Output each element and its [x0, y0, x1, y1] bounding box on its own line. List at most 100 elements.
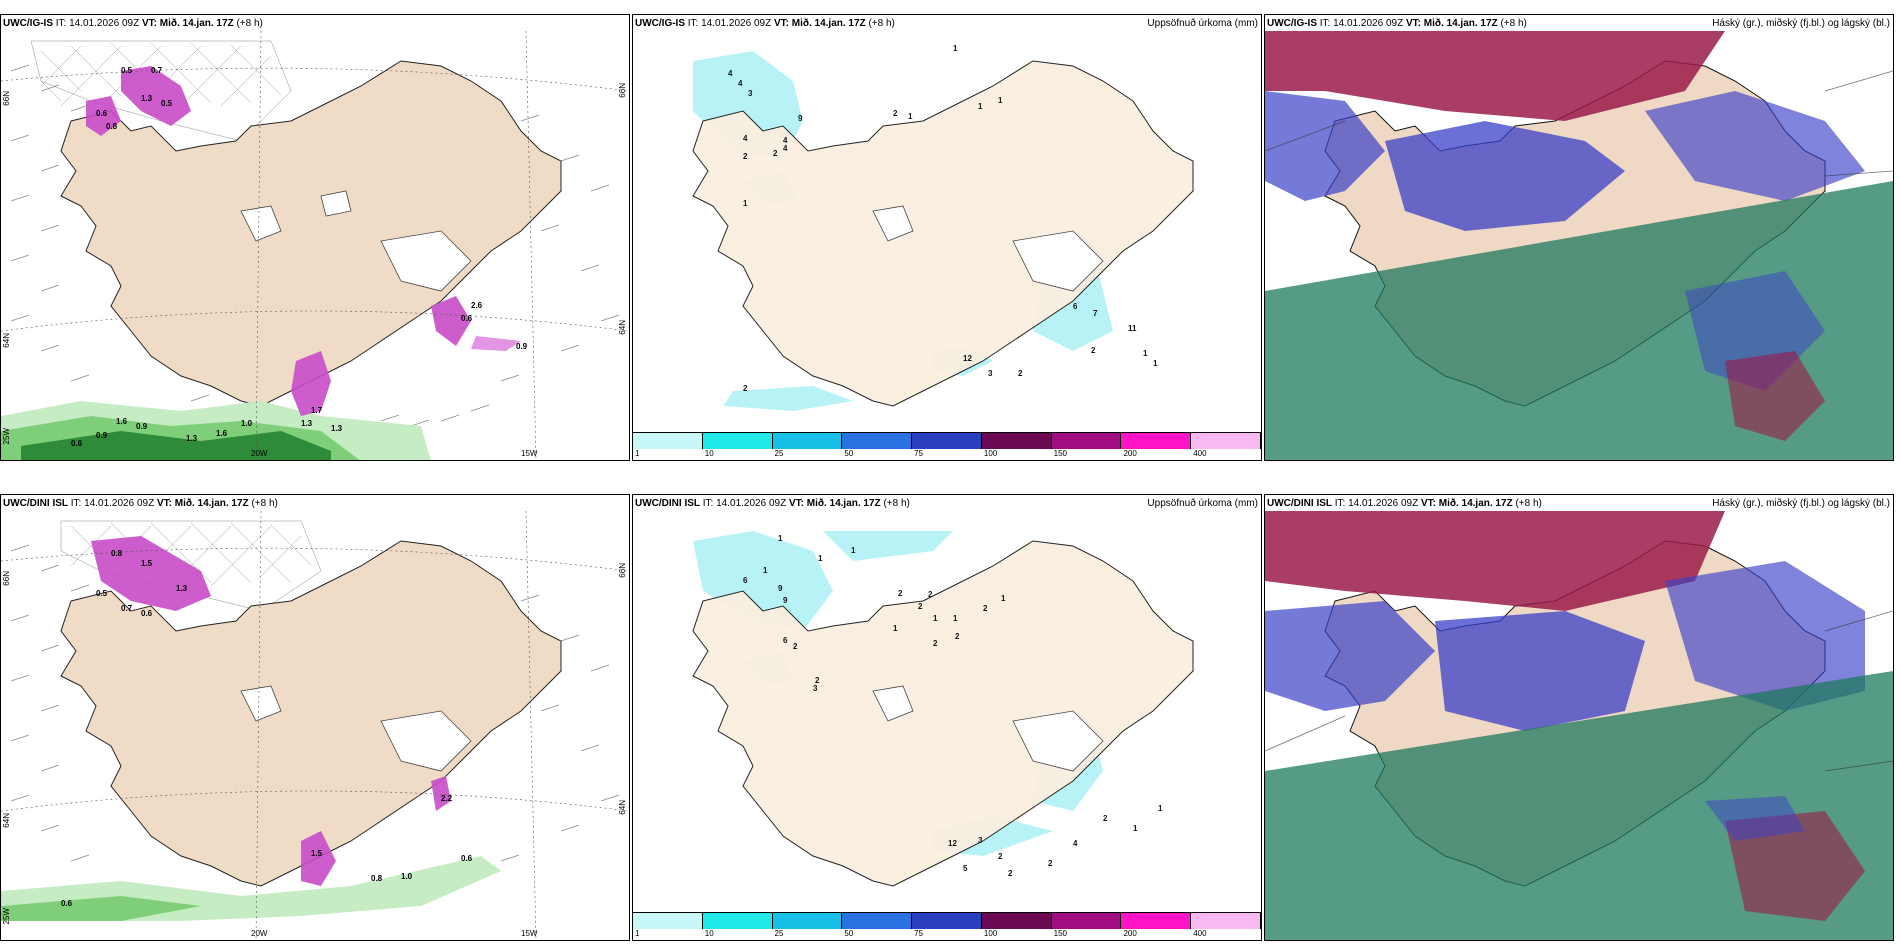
- map-value-label: 2: [898, 589, 903, 598]
- map-value-label: 2: [1091, 346, 1096, 355]
- map-value-label: 3: [988, 369, 993, 378]
- map-value-label: 0.7: [151, 66, 163, 75]
- map-value-label: 1.3: [301, 419, 313, 428]
- map-value-label: 2.6: [471, 301, 483, 310]
- map-value-label: 1: [978, 102, 983, 111]
- lat-label: 66N: [2, 91, 11, 106]
- colorbar-swatch: [702, 433, 773, 449]
- map-value-label: 0.6: [71, 439, 83, 448]
- colorbar-swatch: [912, 433, 982, 449]
- colorbar-swatch: [772, 433, 843, 449]
- map-value-label: 9: [783, 596, 788, 605]
- map-value-label: 0.6: [461, 854, 473, 863]
- map-value-label: 0.5: [96, 589, 108, 598]
- map-value-label: 6: [783, 636, 788, 645]
- colorbar-swatch: [1191, 913, 1261, 929]
- map-value-label: 1.5: [141, 559, 153, 568]
- lon-label: 20W: [251, 929, 268, 938]
- panel-bottom-left: UWC/DINI ISL IT: 14.01.2026 09Z VT: Mið.…: [0, 494, 630, 941]
- map-value-label: 1: [893, 624, 898, 633]
- map-value-label: 1.0: [401, 872, 413, 881]
- map-value-label: 0.6: [96, 109, 108, 118]
- colorbar-swatch: [1121, 433, 1192, 449]
- map-value-label: 4: [783, 144, 788, 153]
- colorbar-tick: 50: [844, 449, 854, 458]
- map-value-label: 0.8: [106, 122, 118, 131]
- map-value-label: 2: [815, 676, 820, 685]
- map-value-label: 1.3: [141, 94, 153, 103]
- map-value-label: 11: [1128, 324, 1137, 333]
- map-value-label: 2: [1048, 859, 1053, 868]
- panel-title: UWC/DINI ISL IT: 14.01.2026 09Z VT: Mið.…: [3, 498, 278, 509]
- panel-title: UWC/DINI ISL IT: 14.01.2026 09Z VT: Mið.…: [1267, 498, 1542, 509]
- map-value-label: 1: [953, 614, 958, 623]
- colorbar-swatch: [1191, 433, 1261, 449]
- map-value-label: 0.5: [121, 66, 133, 75]
- colorbar-tick: 1: [635, 929, 640, 938]
- map-value-label: 2: [793, 642, 798, 651]
- panel-top-right: UWC/IG-IS IT: 14.01.2026 09Z VT: Mið. 14…: [1264, 14, 1894, 461]
- map-value-label: 2: [928, 590, 933, 599]
- colorbar: 1 10 25 50 75 100 150 200 400: [633, 432, 1261, 460]
- map-value-label: 2: [743, 384, 748, 393]
- map-value-label: 1: [743, 199, 748, 208]
- map-value-label: 6: [1073, 302, 1078, 311]
- lat-label: 64N: [2, 333, 11, 348]
- map-value-label: 0.8: [111, 549, 123, 558]
- map-value-label: 2: [998, 852, 1003, 861]
- cloud-layers-map: [1265, 511, 1893, 940]
- map-value-label: 5: [963, 864, 968, 873]
- colorbar-swatch: [633, 913, 703, 929]
- map-value-label: 0.6: [141, 609, 153, 618]
- panel-title: UWC/IG-IS IT: 14.01.2026 09Z VT: Mið. 14…: [1267, 18, 1527, 29]
- lat-label: 66N: [618, 563, 627, 578]
- map-value-label: 12: [963, 354, 972, 363]
- lon-label: 15W: [521, 449, 538, 458]
- colorbar-tick: 400: [1193, 929, 1207, 938]
- lat-label: 66N: [618, 83, 627, 98]
- panel-top-left: UWC/IG-IS IT: 14.01.2026 09Z VT: Mið. 14…: [0, 14, 630, 461]
- map-value-label: 6: [743, 576, 748, 585]
- colorbar-tick: 25: [774, 929, 784, 938]
- map-value-label: 1: [818, 554, 823, 563]
- colorbar-swatch: [1051, 433, 1122, 449]
- colorbar-swatch: [633, 433, 703, 449]
- product-title: Háský (gr.), miðský (fj.bl.) og lágský (…: [1712, 18, 1890, 29]
- colorbar-tick: 25: [774, 449, 784, 458]
- panel-bottom-right: UWC/DINI ISL IT: 14.01.2026 09Z VT: Mið.…: [1264, 494, 1894, 941]
- map-value-label: 1: [1133, 824, 1138, 833]
- colorbar-swatch: [1121, 913, 1192, 929]
- colorbar-tick: 150: [1053, 449, 1068, 458]
- map-value-label: 2: [743, 152, 748, 161]
- map-value-label: 4: [743, 134, 748, 143]
- map-value-label: 0.9: [96, 431, 108, 440]
- map-value-label: 2: [918, 602, 923, 611]
- precip-value-labels: 0.8 1.5 1.3 0.5 0.7 0.6 0.8 1.0 0.6 1.5 2.2 0.6: [61, 549, 473, 908]
- map-value-label: 2: [1103, 814, 1108, 823]
- map-value-label: 2: [773, 149, 778, 158]
- map-value-label: 4: [783, 136, 788, 145]
- colorbar-tick: 100: [983, 449, 998, 458]
- map-value-label: 9: [798, 114, 803, 123]
- map-value-label: 2: [893, 109, 898, 118]
- colorbar-swatch: [981, 433, 1052, 449]
- product-title: Háský (gr.), miðský (fj.bl.) og lágský (…: [1712, 498, 1890, 509]
- map-value-label: 2: [955, 632, 960, 641]
- lat-label: 64N: [2, 813, 11, 828]
- map-value-label: 1: [778, 534, 783, 543]
- colorbar-swatch: [912, 913, 982, 929]
- colorbar-tick: 400: [1193, 449, 1207, 458]
- map-value-label: 0.8: [371, 874, 383, 883]
- map-value-label: 1.6: [216, 429, 228, 438]
- colorbar-tick: 200: [1123, 449, 1137, 458]
- colorbar-swatches: [633, 432, 1261, 449]
- colorbar: 1 10 25 50 75 100 150 200 400: [633, 912, 1261, 940]
- colorbar-tick: 75: [914, 449, 924, 458]
- map-value-label: 1: [908, 112, 913, 121]
- map-value-label: 1.6: [116, 417, 128, 426]
- map-value-label: 1: [998, 96, 1003, 105]
- product-title: Uppsöfnuð úrkoma (mm): [1147, 18, 1258, 29]
